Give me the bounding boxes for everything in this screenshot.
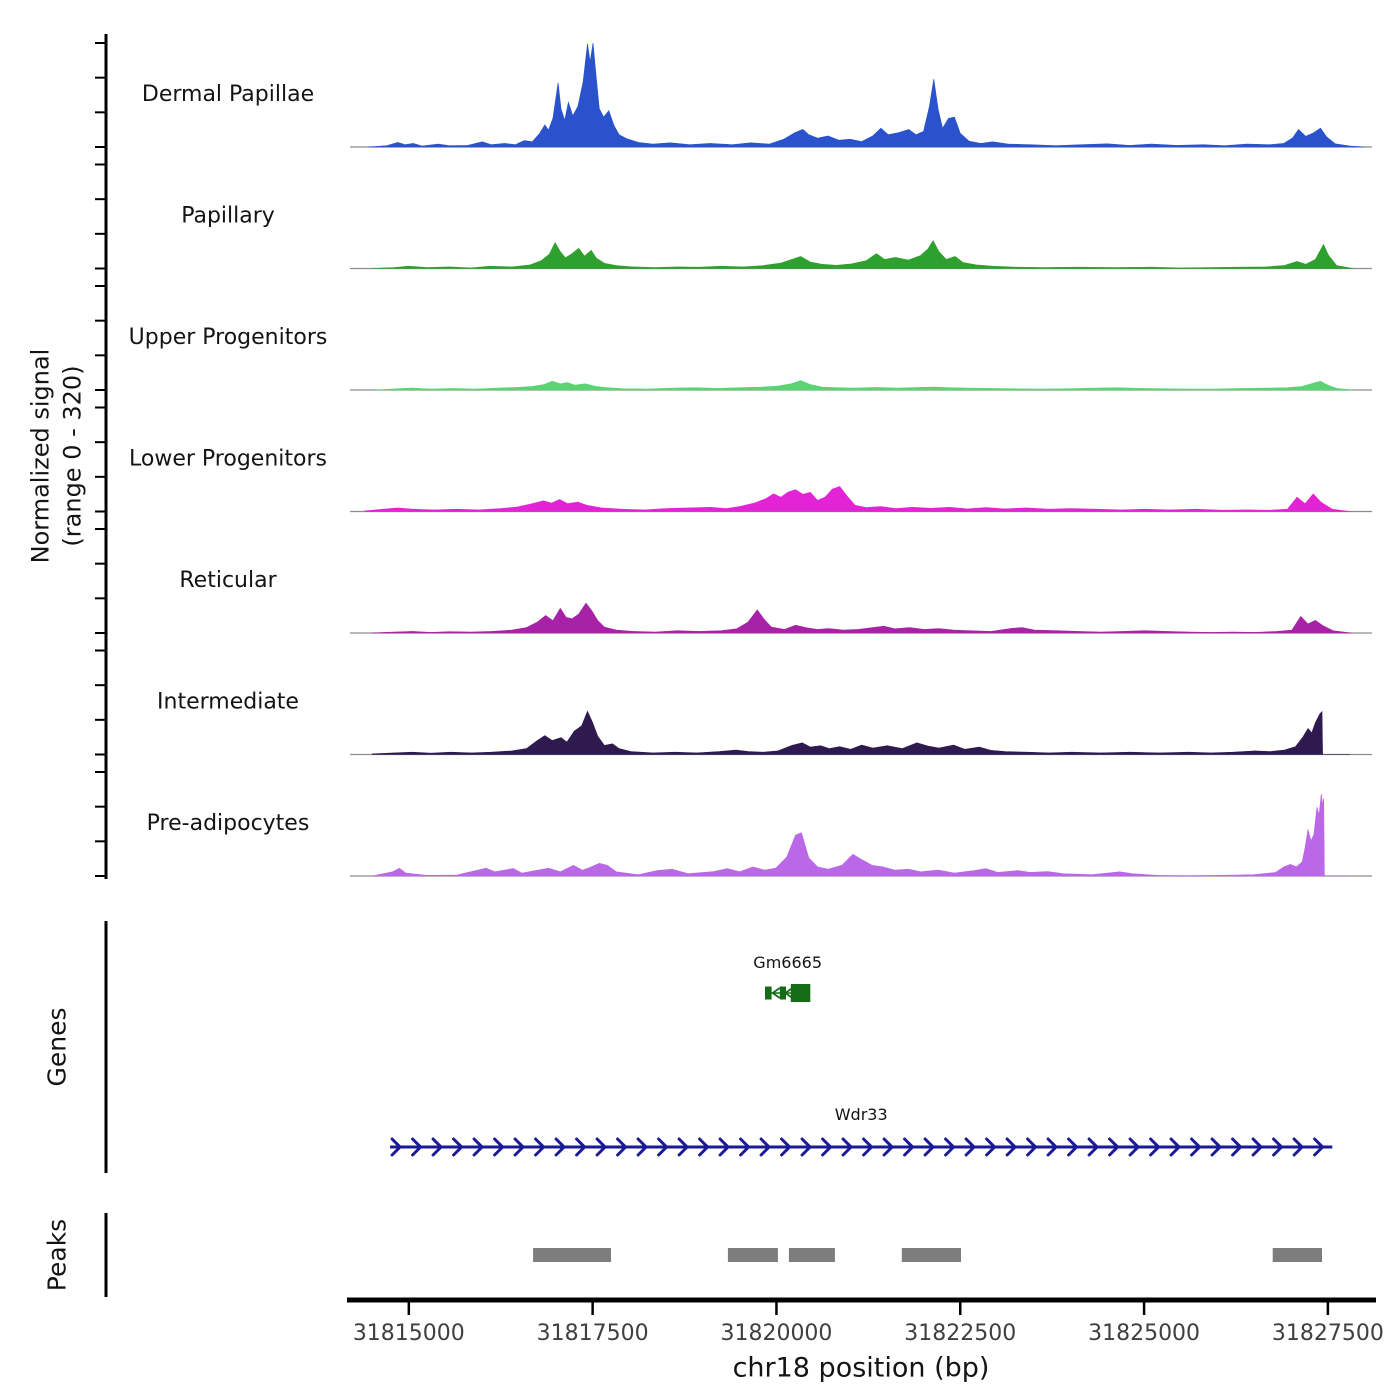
strand-arrow-icon bbox=[411, 1137, 423, 1157]
gene-name-gm6665: Gm6665 bbox=[753, 953, 822, 972]
signal-track-reticular: Reticular bbox=[95, 528, 1372, 634]
x-axis-tick-label: 31827500 bbox=[1272, 1321, 1384, 1346]
peak-region bbox=[901, 1248, 961, 1262]
track-label-upper-progenitors: Upper Progenitors bbox=[129, 325, 328, 350]
strand-arrow-icon bbox=[513, 1137, 526, 1157]
gene-exon bbox=[790, 984, 811, 1002]
track-label-intermediate: Intermediate bbox=[157, 690, 299, 715]
strand-arrow-icon bbox=[783, 987, 793, 999]
strand-arrow-icon bbox=[616, 1137, 628, 1157]
strand-arrow-icon bbox=[780, 1137, 792, 1157]
signal-area-upper-progenitors bbox=[375, 380, 1354, 391]
strand-arrow-icon bbox=[1046, 1137, 1059, 1157]
strand-arrow-icon bbox=[657, 1137, 669, 1157]
strand-arrow-icon bbox=[1128, 1137, 1141, 1157]
track-label-dermal-papillae: Dermal Papillae bbox=[142, 82, 314, 107]
x-axis-tick-label: 31817500 bbox=[537, 1321, 649, 1346]
strand-arrow-icon bbox=[554, 1137, 567, 1157]
strand-arrow-icon bbox=[1026, 1137, 1038, 1157]
signal-area-reticular bbox=[372, 602, 1352, 634]
signal-area-dermal-papillae bbox=[368, 42, 1365, 148]
strand-arrow-icon bbox=[1231, 1137, 1243, 1157]
strand-arrow-icon bbox=[944, 1137, 956, 1157]
strand-arrow-icon bbox=[841, 1137, 854, 1157]
y-axis-label-line2: (range 0 - 320) bbox=[58, 365, 86, 547]
x-axis-tick-label: 31822500 bbox=[904, 1321, 1016, 1346]
strand-arrow-icon bbox=[636, 1137, 649, 1157]
peaks-section-label: Peaks bbox=[42, 1218, 72, 1292]
strand-arrow-icon bbox=[1210, 1137, 1223, 1157]
peak-region bbox=[533, 1248, 611, 1262]
strand-arrow-icon bbox=[595, 1137, 608, 1157]
signal-track-upper-progenitors: Upper Progenitors bbox=[95, 285, 1372, 391]
strand-arrow-icon bbox=[1313, 1137, 1325, 1157]
signal-track-intermediate: Intermediate bbox=[95, 649, 1372, 756]
strand-arrow-icon bbox=[1292, 1137, 1305, 1157]
strand-arrow-icon bbox=[882, 1137, 895, 1157]
strand-arrow-icon bbox=[718, 1137, 731, 1157]
peak-region bbox=[727, 1248, 778, 1262]
gene-exon bbox=[765, 986, 772, 1000]
gene-name-wdr33: Wdr33 bbox=[835, 1105, 888, 1124]
strand-arrow-icon bbox=[452, 1137, 464, 1157]
strand-arrow-icon bbox=[493, 1137, 505, 1157]
track-label-lower-progenitors: Lower Progenitors bbox=[129, 447, 327, 472]
gene-wdr33: Wdr33 bbox=[390, 1105, 1333, 1157]
signal-area-intermediate bbox=[371, 710, 1350, 755]
signal-track-dermal-papillae: Dermal Papillae bbox=[95, 42, 1372, 148]
signal-track-papillary: Papillary bbox=[95, 163, 1372, 270]
strand-arrow-icon bbox=[1005, 1137, 1018, 1157]
y-axis-label-line1: Normalized signal bbox=[26, 348, 55, 564]
strand-arrow-icon bbox=[739, 1137, 751, 1157]
peak-region bbox=[1272, 1248, 1322, 1262]
strand-arrow-icon bbox=[1108, 1137, 1120, 1157]
strand-arrow-icon bbox=[1272, 1137, 1284, 1157]
x-axis-tick-label: 31815000 bbox=[353, 1321, 465, 1346]
strand-arrow-icon bbox=[677, 1137, 690, 1157]
strand-arrow-icon bbox=[964, 1137, 977, 1157]
strand-arrow-icon bbox=[1251, 1137, 1264, 1157]
strand-arrow-icon bbox=[903, 1137, 915, 1157]
peak-region bbox=[788, 1248, 835, 1262]
strand-arrow-icon bbox=[1190, 1137, 1202, 1157]
strand-arrow-icon bbox=[800, 1137, 813, 1157]
signal-track-pre-adipocytes: Pre-adipocytes bbox=[95, 771, 1372, 877]
strand-arrow-icon bbox=[923, 1137, 936, 1157]
gene-exon bbox=[779, 986, 786, 1000]
x-axis-tick-label: 31820000 bbox=[720, 1321, 832, 1346]
strand-arrow-icon bbox=[698, 1137, 710, 1157]
signal-area-papillary bbox=[372, 239, 1354, 269]
signal-area-pre-adipocytes bbox=[372, 793, 1350, 877]
strand-arrow-icon bbox=[985, 1137, 997, 1157]
strand-arrow-icon bbox=[534, 1137, 546, 1157]
track-label-pre-adipocytes: Pre-adipocytes bbox=[147, 811, 310, 836]
strand-arrow-icon bbox=[1087, 1137, 1100, 1157]
strand-arrow-icon bbox=[575, 1137, 587, 1157]
strand-arrow-icon bbox=[390, 1137, 403, 1157]
track-label-papillary: Papillary bbox=[181, 204, 275, 229]
x-axis-tick-label: 31825000 bbox=[1088, 1321, 1200, 1346]
strand-arrow-icon bbox=[472, 1137, 485, 1157]
strand-arrow-icon bbox=[821, 1137, 833, 1157]
strand-arrow-icon bbox=[862, 1137, 874, 1157]
strand-arrow-icon bbox=[1169, 1137, 1182, 1157]
x-axis-title: chr18 position (bp) bbox=[732, 1352, 990, 1384]
strand-arrow-icon bbox=[431, 1137, 444, 1157]
strand-arrow-icon bbox=[1149, 1137, 1161, 1157]
gene-gm6665: Gm6665 bbox=[753, 953, 822, 1002]
signal-area-lower-progenitors bbox=[364, 486, 1350, 512]
y-axis-label: Normalized signal (range 0 - 320) bbox=[25, 349, 88, 564]
genes-section-label: Genes bbox=[42, 1007, 72, 1087]
strand-arrow-icon bbox=[771, 987, 781, 999]
strand-arrow-icon bbox=[759, 1137, 772, 1157]
strand-arrow-icon bbox=[1067, 1137, 1079, 1157]
track-label-reticular: Reticular bbox=[179, 568, 277, 593]
signal-track-lower-progenitors: Lower Progenitors bbox=[95, 406, 1372, 513]
